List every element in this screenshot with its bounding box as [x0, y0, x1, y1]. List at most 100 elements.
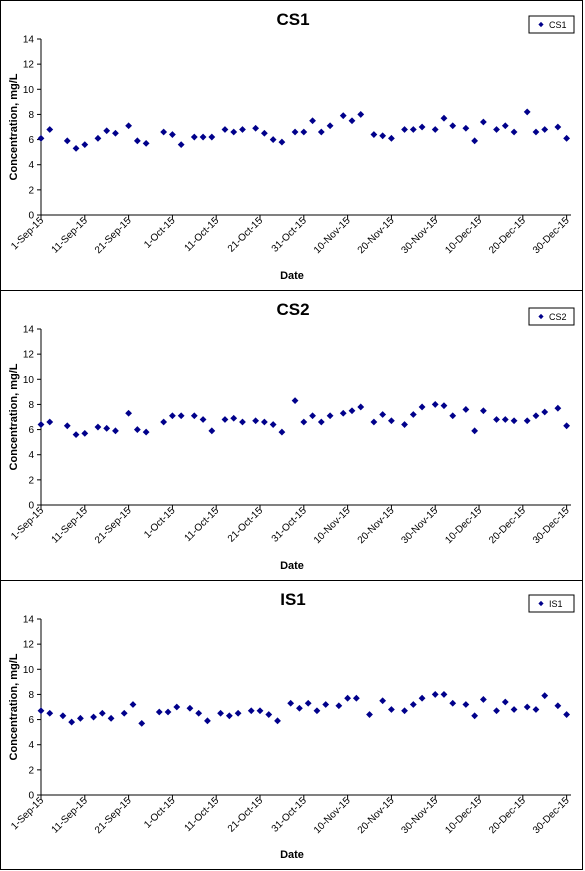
data-point: [98, 709, 106, 717]
data-point: [112, 427, 119, 435]
y-tick-label: 14: [23, 615, 35, 626]
data-point: [46, 418, 54, 426]
legend-marker-diamond: [538, 21, 544, 28]
data-point: [37, 421, 45, 428]
chart-panel-is1: IS1 Date Concentration, mg/L IS1 0 2 4 6 8 10…: [0, 580, 583, 870]
x-tick-label: 11-Sep-15: [50, 215, 91, 256]
data-point: [409, 411, 417, 418]
data-point: [563, 711, 571, 718]
y-tick-label: 12: [23, 350, 35, 361]
x-tick-label: 31-Oct-15: [270, 505, 310, 545]
data-point: [326, 412, 334, 420]
data-point: [309, 117, 316, 125]
chart-panel-cs1: CS1 Date Concentration, mg/L CS1 0 2 4 6 8 10…: [0, 0, 583, 291]
data-point: [46, 709, 54, 717]
data-point: [217, 709, 224, 717]
x-tick-label: 20-Dec-15: [487, 505, 528, 546]
data-point: [94, 423, 102, 431]
x-tick-label: 30-Dec-15: [531, 505, 572, 546]
y-tick-label: 4: [28, 740, 34, 751]
data-point: [291, 128, 299, 136]
x-axis-label: Date: [280, 560, 304, 572]
y-tick-label: 6: [28, 425, 34, 436]
data-point: [431, 691, 439, 698]
data-point: [112, 129, 119, 137]
data-point: [260, 129, 268, 137]
data-point: [440, 402, 448, 410]
data-point: [177, 412, 185, 420]
x-tick-label: 11-Oct-15: [183, 505, 222, 544]
data-point: [370, 418, 378, 426]
data-point: [339, 112, 347, 120]
data-point: [68, 718, 76, 726]
data-point: [418, 403, 426, 411]
x-tick-label: 11-Sep-15: [50, 505, 91, 546]
y-tick-label: 0: [28, 211, 34, 222]
chart-title: CS2: [276, 300, 309, 319]
chart-title: CS1: [276, 10, 309, 29]
data-point: [541, 692, 549, 700]
data-point: [81, 429, 89, 437]
data-point: [541, 126, 549, 133]
data-point: [107, 714, 115, 722]
chart-cs2: CS2 Date Concentration, mg/L CS2 0 2 4 6 8 10…: [8, 300, 575, 572]
data-point: [401, 126, 408, 133]
data-point: [554, 702, 562, 710]
data-point: [103, 127, 111, 135]
data-point: [195, 709, 203, 717]
data-point: [479, 696, 487, 703]
legend-marker: [538, 600, 544, 607]
data-point: [462, 124, 470, 132]
data-point: [304, 699, 312, 707]
x-tick-label: 30-Dec-15: [531, 215, 572, 256]
y-tick-label: 10: [23, 85, 35, 96]
y-tick-label: 8: [28, 400, 34, 411]
data-point: [449, 122, 457, 130]
data-point: [493, 707, 500, 715]
data-point: [63, 422, 71, 430]
chart-cs1: CS1 Date Concentration, mg/L CS1 0 2 4 6 8 10…: [8, 10, 575, 282]
data-point: [169, 412, 176, 420]
data-point: [388, 706, 395, 713]
data-point: [335, 702, 343, 710]
y-tick-label: 10: [23, 665, 35, 676]
data-point: [129, 701, 137, 708]
data-point: [274, 717, 281, 725]
y-tick-label: 8: [28, 110, 34, 121]
data-point: [510, 706, 518, 713]
data-point: [479, 118, 487, 126]
data-point: [142, 428, 150, 436]
data-point: [221, 126, 229, 133]
data-point: [234, 709, 242, 717]
x-tick-label: 21-Sep-15: [93, 215, 134, 256]
data-point: [388, 134, 395, 142]
x-tick-label: 30-Dec-15: [531, 795, 572, 836]
data-point: [164, 708, 172, 716]
data-point: [352, 694, 360, 702]
y-tick-label: 6: [28, 715, 34, 726]
data-point: [357, 403, 365, 411]
data-point: [409, 126, 417, 133]
x-tick-label: 10-Nov-15: [312, 795, 353, 836]
y-axis-label: Concentration, mg/L: [8, 73, 20, 180]
data-point: [554, 404, 562, 412]
data-point: [278, 428, 286, 436]
data-point: [190, 412, 198, 420]
data-point: [208, 133, 216, 141]
data-point: [291, 397, 299, 405]
data-point: [186, 704, 194, 712]
data-point: [523, 108, 531, 116]
data-point: [471, 712, 479, 720]
data-point: [296, 704, 303, 712]
data-point: [63, 137, 71, 145]
y-tick-label: 4: [28, 450, 34, 461]
y-tick-label: 12: [23, 60, 35, 71]
data-point: [204, 717, 211, 725]
data-point: [252, 417, 260, 425]
chart-panel-cs2: CS2 Date Concentration, mg/L CS2 0 2 4 6 8 10…: [0, 290, 583, 581]
data-point: [379, 411, 387, 418]
y-tick-label: 0: [28, 791, 34, 802]
data-point: [401, 707, 408, 715]
data-point: [37, 134, 45, 142]
data-point: [366, 711, 373, 718]
